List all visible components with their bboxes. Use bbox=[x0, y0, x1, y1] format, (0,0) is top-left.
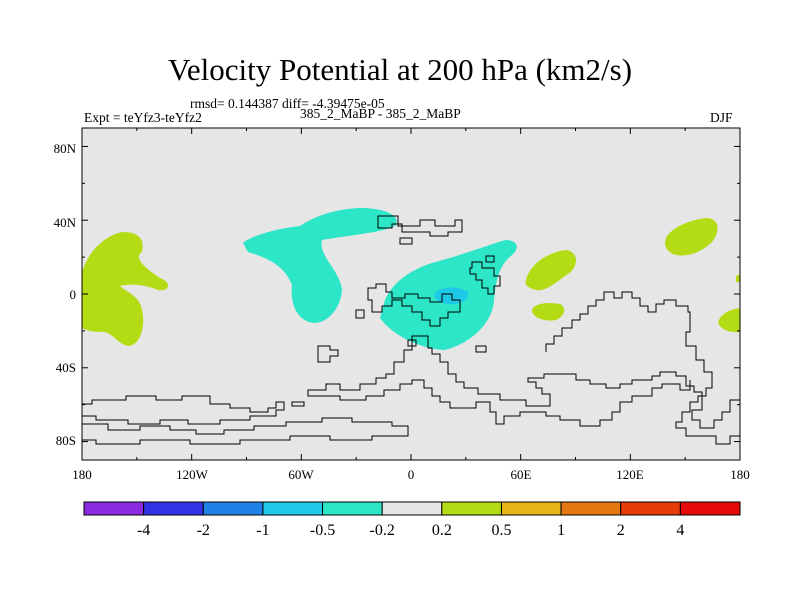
x-tick-label: 180 bbox=[72, 467, 92, 482]
field-region bbox=[665, 218, 718, 256]
field-region bbox=[525, 250, 576, 291]
y-tick-label: 80N bbox=[54, 141, 77, 156]
colorbar-label: -2 bbox=[197, 522, 210, 539]
colorbar-label: -4 bbox=[137, 522, 150, 539]
colorbar-label: -0.2 bbox=[370, 522, 395, 539]
colorbar-swatch bbox=[620, 501, 681, 516]
colorbar-swatch bbox=[441, 501, 502, 516]
colorbar-label: -1 bbox=[256, 522, 269, 539]
stats-text: rmsd= 0.144387 diff= -4.39475e-05 bbox=[190, 96, 385, 111]
coastline bbox=[469, 261, 501, 295]
coastline bbox=[485, 255, 495, 263]
y-tick-label: 0 bbox=[70, 287, 77, 302]
x-tick-label: 120E bbox=[616, 467, 644, 482]
coastline bbox=[367, 283, 461, 327]
coastline bbox=[291, 401, 305, 407]
coastline bbox=[317, 345, 339, 363]
coastline bbox=[407, 339, 417, 347]
field-region bbox=[243, 208, 397, 323]
field-region bbox=[718, 308, 740, 333]
colorbar-swatch bbox=[560, 501, 622, 516]
field-region bbox=[82, 232, 169, 346]
x-axis: 180 120W 60W 0 60E 120E 180 bbox=[72, 467, 750, 482]
left-subtitle: Expt = teYfz3-teYfz2 bbox=[84, 110, 202, 125]
colorbar-swatch bbox=[500, 501, 562, 516]
colorbar: -4 -2 -1 -0.5 -0.2 0.2 0.5 1 2 4 bbox=[83, 501, 741, 539]
colorbar-label: 1 bbox=[557, 522, 565, 539]
colorbar-swatch bbox=[143, 501, 204, 516]
coastline bbox=[377, 215, 463, 237]
colorbar-swatch bbox=[679, 501, 741, 516]
coastline bbox=[399, 237, 413, 245]
right-subtitle: DJF bbox=[710, 110, 733, 125]
colorbar-label: 0.2 bbox=[432, 522, 452, 539]
colorbar-label: -0.5 bbox=[310, 522, 335, 539]
x-tick-label: 180 bbox=[730, 467, 750, 482]
x-tick-label: 120W bbox=[176, 467, 209, 482]
colorbar-swatch bbox=[83, 501, 145, 516]
colorbar-swatch bbox=[322, 501, 383, 516]
field-region bbox=[736, 274, 740, 282]
field-region bbox=[532, 303, 565, 321]
coastlines bbox=[82, 215, 741, 445]
colorbar-swatch bbox=[262, 501, 324, 516]
x-tick-label: 0 bbox=[408, 467, 415, 482]
tick-marks bbox=[81, 128, 741, 460]
colorbar-label: 2 bbox=[617, 522, 625, 539]
x-tick-label: 60W bbox=[288, 467, 314, 482]
y-tick-label: 40S bbox=[56, 360, 76, 375]
y-axis: 80N 40N 0 40S 80S bbox=[54, 141, 77, 448]
coastline bbox=[307, 291, 741, 445]
colorbar-label: 0.5 bbox=[491, 522, 511, 539]
center-subtitle: 385_2_MaBP - 385_2_MaBP bbox=[300, 106, 461, 121]
y-tick-label: 80S bbox=[56, 433, 76, 448]
y-tick-label: 40N bbox=[54, 215, 77, 230]
colorbar-swatch bbox=[381, 501, 443, 516]
x-tick-label: 60E bbox=[511, 467, 532, 482]
coastline bbox=[82, 395, 285, 425]
coastline bbox=[82, 417, 409, 445]
coastline bbox=[475, 345, 487, 353]
coastline bbox=[355, 309, 365, 319]
chart-title: Velocity Potential at 200 hPa (km2/s) bbox=[167, 52, 633, 87]
colorbar-swatch bbox=[202, 501, 264, 516]
colorbar-label: 4 bbox=[676, 522, 684, 539]
